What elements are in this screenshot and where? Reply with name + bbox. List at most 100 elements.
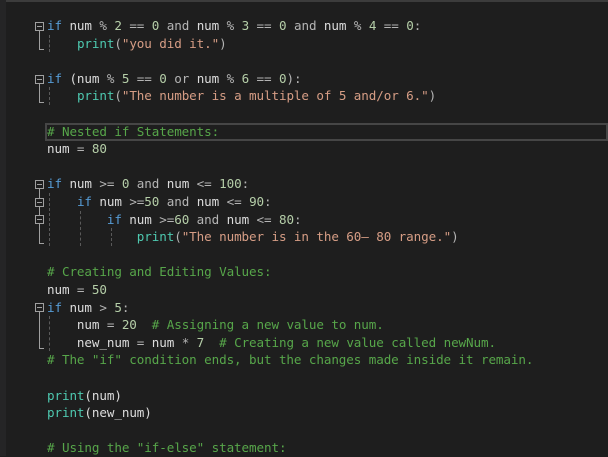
editor-left-margin [0,0,6,456]
indent-guide [49,34,50,53]
code-line[interactable]: num = 50 [47,281,107,299]
token-str: "you did it." [121,35,220,51]
token-op: ) [451,229,459,245]
fold-end [39,49,44,51]
code-line[interactable]: if num >=50 and num <= 90: [47,193,272,211]
fold-line [39,78,40,103]
token-id: num [61,176,100,192]
fold-end [39,102,44,103]
token-op: >= [159,211,175,227]
token-kw: if [106,211,122,227]
collapse-icon[interactable] [35,180,44,190]
token-num: 0 [159,70,167,86]
token-num: 20 [121,317,137,333]
editor-top-border [0,0,608,2]
token-com: # Using the "if-else" statement: [47,440,287,456]
token-op: % [106,70,122,86]
code-line[interactable]: # Creating and Editing Values: [47,263,272,281]
token-op: and [129,176,167,192]
token-id: num [151,334,175,350]
collapse-icon[interactable] [35,215,44,225]
code-line[interactable]: num = 80 [47,140,107,158]
token-op: and [159,194,197,209]
token-com: # Creating and Editing Values: [47,264,272,280]
token-num: 0 [121,176,130,192]
token-op: : [121,299,130,315]
indent-guide [49,316,50,352]
token-num: 4 [368,18,377,33]
token-id: (new_num) [84,405,152,421]
token-id: num [196,18,220,33]
token-kw: if [47,18,62,33]
token-op: == [121,18,152,33]
code-line[interactable]: if num % 2 == 0 and num % 3 == 0 and num… [47,17,421,35]
code-line[interactable]: if (num % 5 == 0 or num % 6 == 0): [47,70,302,88]
token-op: ( [174,229,182,245]
token-id: num [47,141,70,157]
collapse-icon[interactable] [35,74,44,84]
token-num: 5 [121,70,130,86]
token-id: num [91,194,130,209]
token-op: % [99,18,107,33]
token-op: <= [249,211,279,227]
fold-end [39,348,44,350]
token-id: num [47,317,100,333]
token-op: <= [219,194,250,209]
token-op: : [413,18,422,33]
code-line[interactable]: print(new_num) [47,404,152,422]
token-op: % [219,70,242,86]
token-op: == [249,70,280,86]
token-com: # Assigning a new value to num. [136,317,384,333]
collapse-icon[interactable] [35,197,44,207]
code-line[interactable]: # Nested if Statements: [47,123,219,141]
token-num: 2 [114,18,122,33]
token-op: * [174,334,197,350]
code-line[interactable]: if num >= 0 and num <= 100: [47,175,249,193]
token-fn: print [47,387,85,403]
token-op: == [249,18,280,33]
token-id: num [61,18,100,33]
token-num: 50 [144,194,160,209]
code-line[interactable]: if num >=60 and num <= 80: [47,211,302,229]
fold-line [39,25,40,51]
token-op: = [69,282,92,297]
token-kw: if [47,70,62,86]
code-line[interactable]: # Using the "if-else" statement: [47,439,287,457]
token-op: = [129,334,152,350]
token-id: (num [61,70,107,86]
token-op: : [241,176,250,192]
token-id: num [61,299,100,315]
token-id [47,229,137,244]
token-num: 50 [91,282,107,297]
token-fn: print [76,35,115,51]
code-line[interactable]: print("The number is a multiple of 5 and… [47,87,436,105]
token-com: # The "if" condition ends, but the chang… [47,352,534,368]
token-id: num [323,18,347,33]
code-line[interactable]: # The "if" condition ends, but the chang… [47,351,533,369]
collapse-icon[interactable] [35,303,44,313]
code-line[interactable]: if num > 5: [47,299,129,317]
indent-guide [49,193,50,246]
code-line[interactable]: print("you did it.") [47,35,227,53]
token-id: num [121,211,160,227]
token-op: : [264,194,272,209]
token-op: ( [114,88,122,104]
token-kw: if [47,176,62,192]
token-op: = [99,317,122,333]
token-id: num [196,194,220,209]
code-line[interactable]: print(num) [47,387,122,405]
token-com: # Nested if Statements: [47,123,220,139]
code-line[interactable]: print("The number is in the 60– 80 range… [47,228,459,246]
token-num: 80 [279,211,294,227]
code-line[interactable]: new_num = num * 7 # Creating a new value… [47,334,496,352]
token-op: or [166,70,197,86]
token-kw: if [47,299,62,315]
collapse-icon[interactable] [35,21,44,31]
token-op: = [69,141,92,157]
token-op: % [346,18,369,33]
token-num: 0 [151,18,160,33]
code-line[interactable]: num = 20 # Assigning a new value to num. [47,316,384,334]
token-op: == [129,70,160,86]
current-line-highlight [45,122,608,141]
